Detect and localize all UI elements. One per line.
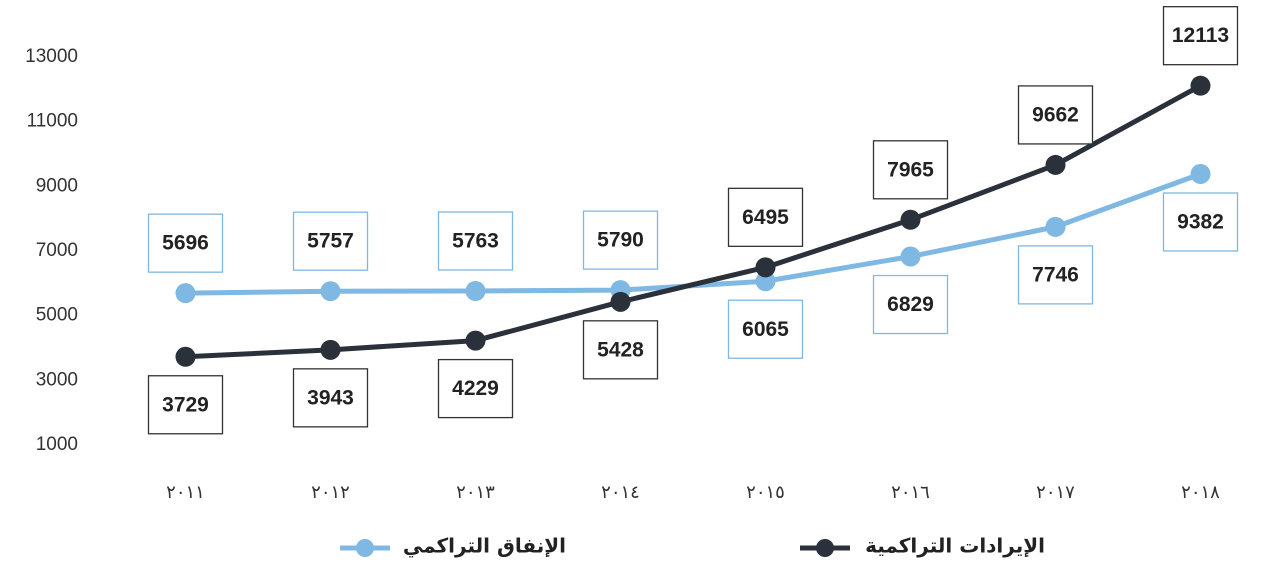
data-point <box>900 209 921 230</box>
data-label: 7965 <box>887 158 934 181</box>
data-point <box>320 281 341 302</box>
data-label-box <box>1162 192 1239 252</box>
data-label-box <box>582 210 659 270</box>
data-point <box>610 291 631 312</box>
data-label-box <box>727 187 804 247</box>
data-label-box <box>147 213 224 273</box>
data-label-box <box>1017 245 1094 305</box>
data-label: 7746 <box>1032 263 1079 286</box>
series-line <box>185 83 1202 360</box>
x-tick-label: ٢٠١٣ <box>456 482 495 503</box>
data-point <box>1190 163 1211 184</box>
data-label: 5790 <box>597 229 644 252</box>
data-point <box>755 257 776 278</box>
data-point <box>1045 154 1066 175</box>
data-label: 5757 <box>307 230 354 253</box>
y-tick-label: 11000 <box>27 111 78 132</box>
data-point <box>900 246 921 267</box>
data-label: 5428 <box>597 338 644 361</box>
data-label: 9382 <box>1177 211 1224 234</box>
data-label-box <box>147 375 224 435</box>
data-label: 4229 <box>452 377 499 400</box>
y-tick-label: 13000 <box>25 46 78 67</box>
data-label-box <box>437 358 514 419</box>
legend-marker <box>356 539 374 557</box>
data-label-box <box>727 299 804 359</box>
data-point <box>755 271 776 292</box>
data-label: 3943 <box>307 386 354 409</box>
y-tick-label: 1000 <box>36 434 78 455</box>
data-label: 9662 <box>1032 103 1079 126</box>
y-tick-label: 3000 <box>36 369 78 390</box>
data-label: 6829 <box>887 293 934 316</box>
data-label: 6495 <box>742 206 789 229</box>
x-tick-label: ٢٠١٤ <box>601 482 640 503</box>
x-tick-label: ٢٠١٧ <box>1036 482 1075 503</box>
data-label: 5763 <box>452 230 499 253</box>
data-label: 6065 <box>742 318 789 341</box>
data-label-box <box>582 320 659 380</box>
data-label: 3729 <box>162 393 209 416</box>
data-point <box>320 339 341 360</box>
x-tick-label: ٢٠١١ <box>166 482 205 503</box>
y-tick-label: 5000 <box>36 305 78 326</box>
legend-label: الإنفاق التراكمي <box>403 534 566 559</box>
data-label-box <box>1162 6 1239 66</box>
x-tick-label: ٢٠١٨ <box>1181 482 1220 503</box>
data-label: 12113 <box>1172 24 1229 47</box>
x-tick-label: ٢٠١٥ <box>746 482 785 503</box>
data-label-box <box>872 140 949 200</box>
data-label-box <box>437 211 514 271</box>
y-tick-label: 7000 <box>36 240 78 261</box>
x-tick-label: ٢٠١٢ <box>311 482 350 503</box>
data-label-box <box>872 274 949 335</box>
x-tick-label: ٢٠١٦ <box>891 482 930 503</box>
data-label-box <box>1017 85 1094 145</box>
legend-label: الإيرادات التراكمية <box>865 534 1045 558</box>
data-point <box>175 346 196 367</box>
data-point <box>1045 216 1066 237</box>
data-label-box <box>292 211 369 271</box>
data-point <box>1190 75 1211 96</box>
data-point <box>465 330 486 351</box>
y-tick-label: 9000 <box>36 175 78 196</box>
data-label: 5696 <box>162 232 209 255</box>
data-point <box>465 280 486 301</box>
legend-marker <box>816 539 834 557</box>
data-point <box>175 283 196 304</box>
data-label-box <box>292 368 369 428</box>
